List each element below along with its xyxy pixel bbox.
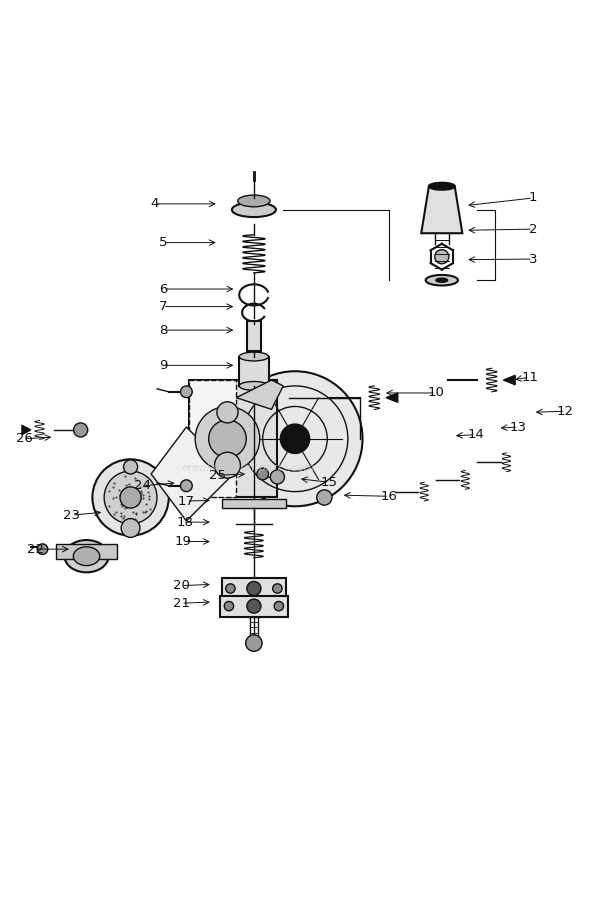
Text: 9: 9 (159, 359, 167, 372)
Circle shape (435, 250, 449, 264)
Text: 23: 23 (63, 508, 80, 522)
Circle shape (245, 635, 262, 651)
Text: 4: 4 (150, 197, 158, 210)
Circle shape (181, 480, 192, 492)
Ellipse shape (64, 540, 109, 572)
Circle shape (93, 460, 169, 536)
Polygon shape (22, 425, 31, 434)
Bar (189, 380, 277, 497)
Circle shape (274, 601, 284, 611)
Circle shape (226, 584, 235, 593)
Circle shape (209, 420, 246, 458)
Polygon shape (151, 427, 233, 521)
Text: 24: 24 (134, 479, 151, 492)
Bar (239, 357, 268, 386)
Bar (56, 544, 117, 560)
Circle shape (280, 424, 310, 453)
Text: 2: 2 (529, 223, 537, 236)
Ellipse shape (425, 275, 458, 286)
Circle shape (247, 581, 261, 596)
Polygon shape (236, 380, 283, 409)
Ellipse shape (238, 195, 270, 207)
Ellipse shape (73, 547, 100, 566)
Text: 21: 21 (173, 596, 190, 610)
Bar (247, 322, 261, 350)
Text: 22: 22 (27, 542, 44, 556)
Text: 5: 5 (159, 236, 167, 249)
Ellipse shape (239, 352, 268, 361)
Polygon shape (386, 393, 398, 403)
Text: 19: 19 (175, 535, 192, 548)
Text: 25: 25 (209, 469, 226, 482)
Circle shape (228, 371, 362, 506)
Circle shape (195, 406, 260, 471)
Circle shape (120, 487, 141, 508)
Text: 1: 1 (529, 192, 537, 205)
Circle shape (123, 460, 137, 474)
Circle shape (37, 544, 48, 554)
Circle shape (270, 470, 284, 484)
Text: ereplacementparts.com: ereplacementparts.com (181, 463, 315, 473)
Text: 12: 12 (556, 405, 573, 418)
Text: 8: 8 (159, 323, 167, 337)
Text: 26: 26 (17, 432, 33, 445)
Text: 15: 15 (320, 476, 337, 488)
Text: 10: 10 (428, 387, 444, 399)
Text: 13: 13 (510, 421, 527, 433)
Circle shape (215, 452, 240, 478)
Circle shape (121, 519, 140, 537)
Text: 11: 11 (522, 370, 539, 384)
Text: 14: 14 (467, 428, 484, 441)
Circle shape (104, 471, 157, 523)
Circle shape (224, 601, 234, 611)
Text: 6: 6 (159, 283, 167, 296)
Ellipse shape (232, 203, 276, 217)
Bar (222, 498, 286, 508)
Circle shape (74, 423, 88, 437)
Bar (222, 578, 286, 599)
Ellipse shape (436, 278, 448, 282)
Polygon shape (189, 380, 236, 497)
Polygon shape (421, 187, 463, 233)
Ellipse shape (239, 381, 268, 390)
Ellipse shape (429, 183, 455, 190)
Polygon shape (503, 376, 515, 385)
Bar (220, 596, 288, 616)
Text: 7: 7 (159, 300, 167, 314)
Circle shape (257, 469, 268, 480)
Text: 18: 18 (176, 515, 193, 529)
Text: 3: 3 (529, 252, 537, 266)
Circle shape (317, 490, 332, 505)
Circle shape (217, 402, 238, 423)
Text: 17: 17 (178, 495, 195, 507)
Circle shape (247, 599, 261, 614)
Text: 16: 16 (381, 490, 398, 503)
Circle shape (181, 386, 192, 397)
Circle shape (273, 584, 282, 593)
Text: 20: 20 (173, 579, 190, 592)
